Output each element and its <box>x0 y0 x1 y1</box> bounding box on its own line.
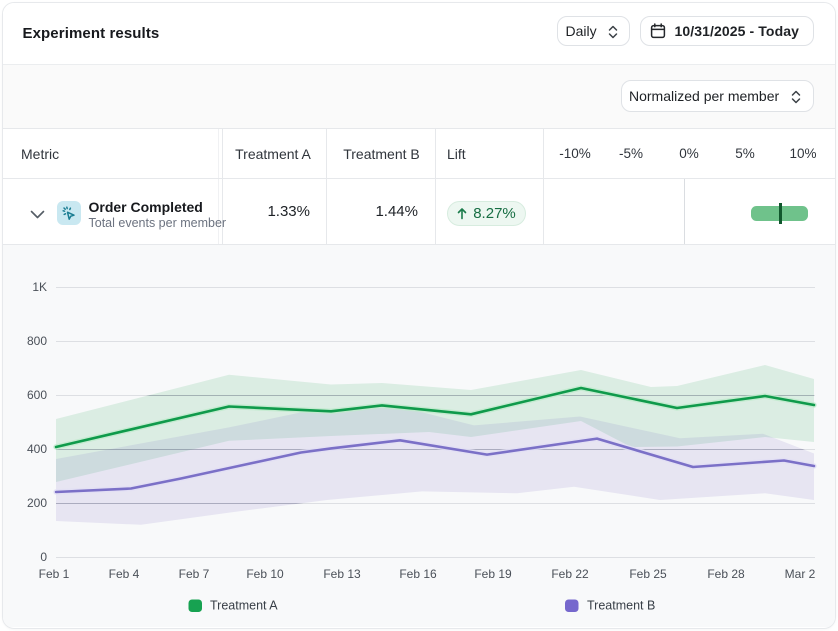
svg-text:0: 0 <box>40 550 47 564</box>
svg-text:800: 800 <box>27 334 47 348</box>
svg-text:Feb 19: Feb 19 <box>474 567 512 581</box>
svg-text:600: 600 <box>27 388 47 402</box>
svg-text:Treatment B: Treatment B <box>587 599 655 613</box>
svg-text:Feb 25: Feb 25 <box>629 567 667 581</box>
svg-text:Feb 16: Feb 16 <box>399 567 437 581</box>
svg-text:200: 200 <box>27 496 47 510</box>
svg-text:Feb 4: Feb 4 <box>109 567 140 581</box>
svg-text:Treatment A: Treatment A <box>210 599 278 613</box>
svg-text:Feb 22: Feb 22 <box>551 567 589 581</box>
svg-text:Feb 7: Feb 7 <box>179 567 210 581</box>
svg-text:400: 400 <box>27 442 47 456</box>
svg-text:Feb 1: Feb 1 <box>39 567 70 581</box>
svg-text:Mar 2: Mar 2 <box>785 567 816 581</box>
svg-text:Feb 28: Feb 28 <box>707 567 745 581</box>
svg-text:1K: 1K <box>32 280 47 294</box>
svg-text:Feb 10: Feb 10 <box>246 567 284 581</box>
svg-text:Feb 13: Feb 13 <box>323 567 361 581</box>
